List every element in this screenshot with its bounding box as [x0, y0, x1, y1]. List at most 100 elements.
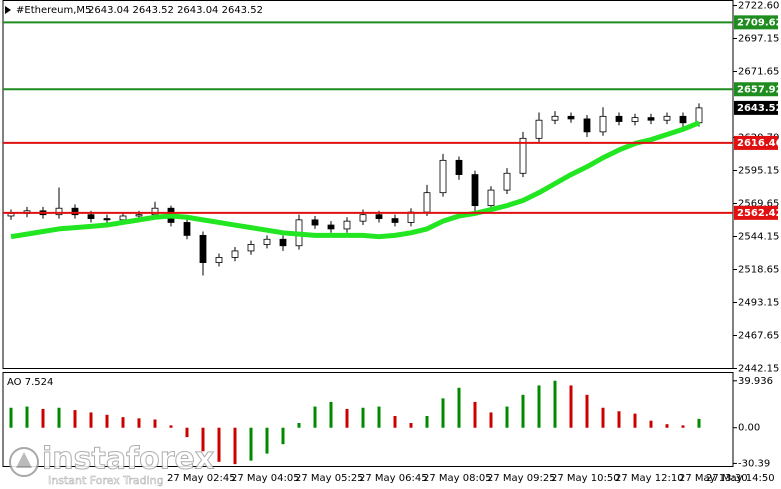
watermark-tagline: Instant Forex Trading — [48, 474, 164, 487]
ao-bar — [233, 427, 237, 465]
y-tick-label: 2722.60 — [738, 1, 779, 12]
ao-title: AO 7.524 — [7, 377, 53, 388]
ao-bar — [329, 401, 333, 428]
ao-bar — [505, 406, 509, 428]
moving-average — [10, 120, 700, 240]
price-pane-frame — [2, 0, 734, 369]
ao-bar — [553, 380, 557, 428]
candle-body — [439, 159, 447, 194]
ao-bar — [521, 394, 525, 428]
candle-body — [375, 214, 383, 219]
ao-bar — [297, 423, 301, 428]
candle-body — [519, 137, 527, 174]
level-label: 2657.92 — [737, 84, 781, 95]
level-label: 2709.62 — [737, 17, 781, 28]
ao-bar — [73, 410, 77, 428]
ao-bar — [89, 412, 93, 428]
candle-body — [231, 250, 239, 258]
candle-body — [103, 218, 111, 221]
candle-body — [663, 115, 671, 121]
ao-bar — [169, 425, 173, 428]
y-tick-label: 2442.15 — [738, 364, 779, 375]
symbol-icon — [5, 6, 11, 14]
ao-bar — [57, 407, 61, 428]
watermark-brand: instaforex — [42, 442, 214, 477]
candle-body — [135, 214, 143, 217]
ao-bar — [265, 427, 269, 454]
x-tick-label: 27 May 06:45 — [359, 473, 428, 484]
candle-body — [55, 207, 63, 216]
ao-bar — [633, 413, 637, 428]
y-tick-label: -30.39 — [738, 458, 770, 469]
candle-body — [471, 174, 479, 207]
ao-bar — [185, 427, 189, 438]
candle-body — [455, 159, 463, 175]
ao-bar — [585, 394, 589, 428]
ao-bar — [537, 385, 541, 428]
x-tick-label: 27 May 09:25 — [487, 473, 556, 484]
level-label: 2562.42 — [737, 208, 781, 219]
ao-bar — [617, 411, 621, 428]
x-tick-label: 27 May 05:25 — [295, 473, 364, 484]
ao-bar — [393, 415, 397, 428]
x-tick-label: 27 May 10:50 — [551, 473, 620, 484]
candle-body — [567, 115, 575, 120]
last-price-label: 2643.52 — [737, 103, 781, 114]
ao-bar — [281, 427, 285, 445]
y-tick-label: 39.936 — [738, 376, 773, 387]
y-tick-label: 2671.65 — [738, 66, 779, 77]
x-tick-label: 27 May 04:05 — [231, 473, 300, 484]
y-tick-label: 2493.15 — [738, 297, 779, 308]
y-tick-label: 2518.65 — [738, 264, 779, 275]
watermark-logo-mark — [16, 452, 32, 468]
x-tick-label: 27 May 08:05 — [423, 473, 492, 484]
ao-bar — [409, 423, 413, 428]
ao-bar — [121, 417, 125, 428]
level-label-bg — [734, 205, 778, 220]
candle-body — [551, 115, 559, 121]
candle-body — [343, 220, 351, 230]
candle-body — [423, 192, 431, 213]
candle-body — [183, 222, 191, 236]
ao-bar — [9, 407, 13, 428]
candle-body — [311, 219, 319, 226]
ao-bar — [313, 406, 317, 428]
ao-bar — [217, 427, 221, 462]
ao-bar — [601, 407, 605, 428]
y-tick-label: 2697.15 — [738, 33, 779, 44]
x-tick-label: 27 May 02:45 — [167, 473, 236, 484]
ao-bar — [41, 408, 45, 428]
ao-bar — [425, 415, 429, 428]
ao-bar — [665, 424, 669, 428]
candle-body — [599, 115, 607, 133]
ao-bar — [457, 387, 461, 428]
candle-body — [679, 115, 687, 124]
ao-bar — [345, 408, 349, 428]
ao-bar — [681, 425, 685, 428]
ao-bar — [201, 427, 205, 452]
ao-bar — [249, 427, 253, 461]
candle-body — [151, 207, 159, 216]
ao-bar — [377, 406, 381, 428]
candle-body — [71, 207, 79, 216]
candle-body — [695, 107, 703, 124]
level-label: 2616.46 — [737, 138, 781, 149]
level-label-bg — [734, 135, 778, 150]
ao-pane-frame — [2, 372, 734, 467]
x-tick-label: 27 May 14:50 — [706, 473, 775, 484]
candle-body — [327, 224, 335, 230]
level-label-bg — [734, 82, 778, 97]
y-tick-label: 2467.65 — [738, 330, 779, 341]
ao-bar — [473, 401, 477, 428]
x-tick-label: 27 May 13:30 — [679, 473, 748, 484]
candle-body — [615, 115, 623, 122]
candle-body — [279, 238, 287, 247]
candle-body — [263, 238, 271, 245]
y-tick-label: 0.00 — [738, 423, 760, 434]
candle-body — [215, 256, 223, 263]
level-label-bg — [734, 15, 778, 30]
ao-bar — [361, 407, 365, 428]
ao-bar — [153, 419, 157, 428]
